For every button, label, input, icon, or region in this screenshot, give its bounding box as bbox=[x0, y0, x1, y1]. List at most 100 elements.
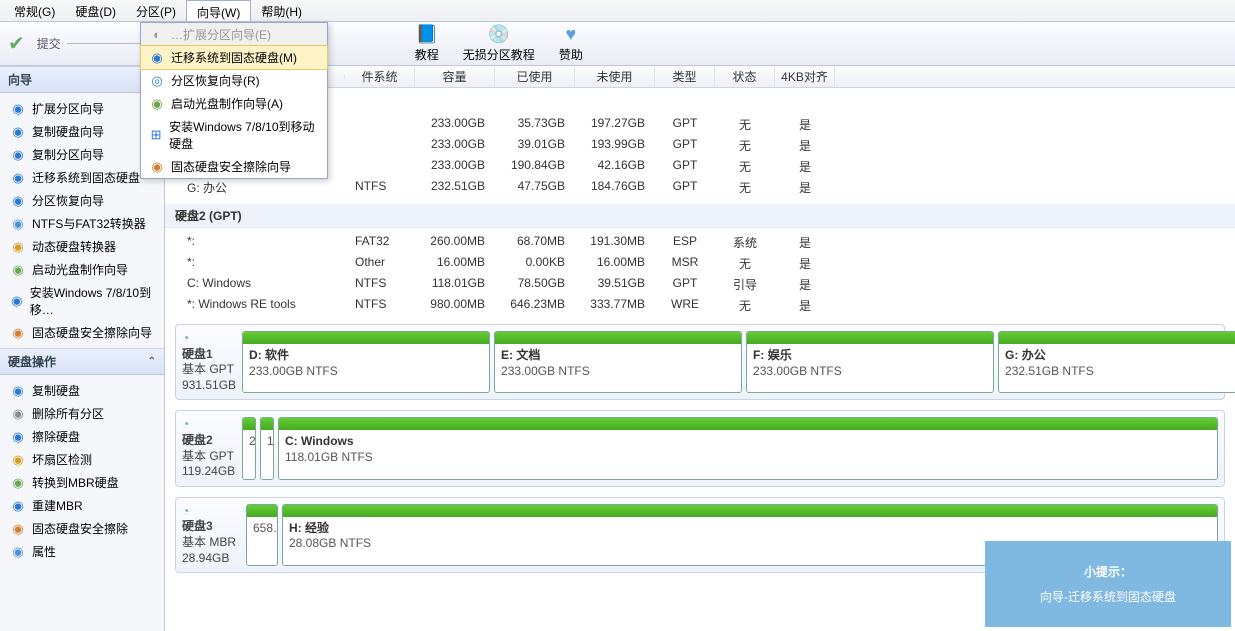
partition-segment[interactable]: 2. bbox=[242, 417, 256, 479]
ops-item-4[interactable]: ◉转换到MBR硬盘 bbox=[0, 471, 164, 494]
dropdown-item-extend[interactable]: ◐ …扩展分区向导(E) bbox=[141, 23, 327, 46]
partition-segment[interactable]: G: 办公232.51GB NTFS bbox=[998, 331, 1235, 393]
ops-item-label: 重建MBR bbox=[32, 497, 83, 514]
ops-item-3[interactable]: ◉坏扇区检测 bbox=[0, 448, 164, 471]
erase-icon: ◉ bbox=[149, 159, 165, 175]
menu-partition[interactable]: 分区(P) bbox=[126, 0, 186, 21]
table-row[interactable]: C: WindowsNTFS118.01GB78.50GB39.51GBGPT引… bbox=[165, 274, 1235, 295]
cell-state: 引导 bbox=[715, 276, 775, 293]
windows-icon: ⊞ bbox=[149, 127, 163, 143]
disk-group-header[interactable]: 硬盘2 (GPT) bbox=[165, 204, 1235, 228]
ops-item-1[interactable]: ◉ 删除所有分区 bbox=[0, 402, 164, 425]
th-free[interactable]: 未使用 bbox=[575, 66, 655, 87]
cell-state: 无 bbox=[715, 297, 775, 314]
ops-panel-title: 硬盘操作 bbox=[8, 353, 56, 370]
cell-type: GPT bbox=[655, 116, 715, 133]
cell-align: 是 bbox=[775, 234, 835, 251]
cell-type: GPT bbox=[655, 179, 715, 196]
cell-cap: 980.00MB bbox=[415, 297, 495, 314]
cell-name: C: Windows bbox=[165, 276, 345, 293]
partition-segment[interactable]: E: 文档233.00GB NTFS bbox=[494, 331, 742, 393]
partition-segment[interactable]: F: 娱乐233.00GB NTFS bbox=[746, 331, 994, 393]
collapse-icon[interactable]: ⌃ bbox=[148, 356, 156, 367]
ops-item-label: 坏扇区检测 bbox=[32, 451, 92, 468]
ops-item-0[interactable]: ◉复制硬盘 bbox=[0, 379, 164, 402]
dropdown-item-ssd-erase[interactable]: ◉ 固态硬盘安全擦除向导 bbox=[141, 155, 327, 178]
partition-segment[interactable]: 658… bbox=[246, 504, 278, 566]
ops-item-2[interactable]: ◉擦除硬盘 bbox=[0, 425, 164, 448]
th-state[interactable]: 状态 bbox=[715, 66, 775, 87]
wizard-item-9[interactable]: ◉ 固态硬盘安全擦除向导 bbox=[0, 321, 164, 344]
wizard-item-7[interactable]: ◉启动光盘制作向导 bbox=[0, 258, 164, 281]
ops-item-label: 擦除硬盘 bbox=[32, 428, 80, 445]
dropdown-item-migrate-ssd[interactable]: ◉ 迁移系统到固态硬盘(M) bbox=[140, 45, 328, 70]
wizard-item-label: 固态硬盘安全擦除向导 bbox=[32, 324, 152, 341]
apply-icon[interactable]: ✔ bbox=[8, 31, 25, 56]
wizard-item-icon: ◉ bbox=[10, 216, 26, 232]
partition-segment[interactable]: D: 软件233.00GB NTFS bbox=[242, 331, 490, 393]
table-row[interactable]: *:FAT32260.00MB68.70MB191.30MBESP系统是 bbox=[165, 232, 1235, 253]
toolbar-sponsor[interactable]: ♥ 赞助 bbox=[559, 24, 583, 63]
th-used[interactable]: 已使用 bbox=[495, 66, 575, 87]
cell-fs: NTFS bbox=[345, 179, 415, 196]
disk-bar-segments: D: 软件233.00GB NTFSE: 文档233.00GB NTFSF: 娱… bbox=[242, 331, 1235, 393]
wizard-item-4[interactable]: ◉分区恢复向导 bbox=[0, 189, 164, 212]
ops-panel-body: ◉复制硬盘 ◉ 删除所有分区 ◉擦除硬盘◉坏扇区检测◉转换到MBR硬盘◉重建MBR◉固… bbox=[0, 375, 164, 567]
cell-state: 无 bbox=[715, 255, 775, 272]
cell-free: 191.30MB bbox=[575, 234, 655, 251]
cell-state: 无 bbox=[715, 158, 775, 175]
menu-disk[interactable]: 硬盘(D) bbox=[65, 0, 126, 21]
wizard-item-icon: ◉ bbox=[10, 193, 26, 209]
wizard-item-icon: ◉ bbox=[10, 124, 26, 140]
toolbar-tutorial[interactable]: 📘 教程 bbox=[415, 24, 439, 63]
menubar: 常规(G) 硬盘(D) 分区(P) 向导(W) 帮助(H) bbox=[0, 0, 1235, 22]
ops-item-label: 删除所有分区 bbox=[32, 405, 104, 422]
dropdown-item-bootcd[interactable]: ◉ 启动光盘制作向导(A) bbox=[141, 92, 327, 115]
cell-type: GPT bbox=[655, 137, 715, 154]
wizard-item-icon: ◉ bbox=[10, 147, 26, 163]
disk-bar-label: ◔ 硬盘3基本 MBR28.94GB bbox=[182, 504, 240, 566]
cell-type: ESP bbox=[655, 234, 715, 251]
ops-item-icon: ◉ bbox=[10, 406, 26, 422]
wizard-item-icon: ◉ bbox=[10, 293, 24, 309]
disk-icon: ◔ bbox=[182, 504, 240, 520]
cell-type: MSR bbox=[655, 255, 715, 272]
cell-align: 是 bbox=[775, 276, 835, 293]
wizard-item-icon: ◉ bbox=[10, 325, 26, 341]
wizard-item-6[interactable]: ◉动态硬盘转换器 bbox=[0, 235, 164, 258]
partition-segment[interactable]: 1. bbox=[260, 417, 274, 479]
table-row[interactable]: *:Other16.00MB0.00KB16.00MBMSR无是 bbox=[165, 253, 1235, 274]
cell-used: 190.84GB bbox=[495, 158, 575, 175]
table-row[interactable]: G: 办公NTFS232.51GB47.75GB184.76GBGPT无是 bbox=[165, 177, 1235, 198]
cd-icon: 💿 bbox=[489, 24, 509, 44]
ops-item-7[interactable]: ◉属性 bbox=[0, 540, 164, 563]
menu-wizard[interactable]: 向导(W) bbox=[186, 0, 251, 21]
toolbar-lossless[interactable]: 💿 无损分区教程 bbox=[463, 24, 535, 63]
menu-general[interactable]: 常规(G) bbox=[4, 0, 65, 21]
partition-segment[interactable]: C: Windows118.01GB NTFS bbox=[278, 417, 1218, 479]
dropdown-item-install-win[interactable]: ⊞ 安装Windows 7/8/10到移动硬盘 bbox=[141, 115, 327, 155]
disk-bar-row[interactable]: ◔ 硬盘1基本 GPT931.51GBD: 软件233.00GB NTFSE: … bbox=[175, 324, 1225, 400]
cell-align: 是 bbox=[775, 179, 835, 196]
ops-panel-header[interactable]: 硬盘操作 ⌃ bbox=[0, 348, 164, 375]
th-capacity[interactable]: 容量 bbox=[415, 66, 495, 87]
ops-item-5[interactable]: ◉重建MBR bbox=[0, 494, 164, 517]
ops-item-6[interactable]: ◉固态硬盘安全擦除 bbox=[0, 517, 164, 540]
cell-fs bbox=[345, 116, 415, 133]
wizard-item-5[interactable]: ◉NTFS与FAT32转换器 bbox=[0, 212, 164, 235]
toolbar-tutorial-label: 教程 bbox=[415, 46, 439, 63]
cell-state: 系统 bbox=[715, 234, 775, 251]
ops-item-label: 固态硬盘安全擦除 bbox=[32, 520, 128, 537]
menu-help[interactable]: 帮助(H) bbox=[251, 0, 312, 21]
th-align[interactable]: 4KB对齐 bbox=[775, 66, 835, 87]
th-type[interactable]: 类型 bbox=[655, 66, 715, 87]
ops-item-label: 转换到MBR硬盘 bbox=[32, 474, 119, 491]
wizard-item-8[interactable]: ◉安装Windows 7/8/10到移… bbox=[0, 281, 164, 321]
disk-bar-row[interactable]: ◔ 硬盘2基本 GPT119.24GB2.1.C: Windows118.01G… bbox=[175, 410, 1225, 486]
dropdown-item-recovery[interactable]: ◎ 分区恢复向导(R) bbox=[141, 69, 327, 92]
cell-used: 47.75GB bbox=[495, 179, 575, 196]
th-filesystem[interactable]: 件系统 bbox=[345, 66, 415, 87]
wizard-item-label: 迁移系统到固态硬盘 bbox=[32, 169, 140, 186]
table-row[interactable]: *: Windows RE toolsNTFS980.00MB646.23MB3… bbox=[165, 295, 1235, 316]
cell-fs bbox=[345, 158, 415, 175]
